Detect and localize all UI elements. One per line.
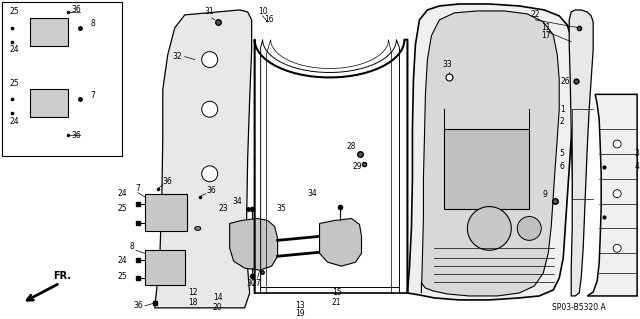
- Text: 2: 2: [560, 117, 564, 126]
- Text: 34: 34: [233, 197, 243, 206]
- Text: 29: 29: [353, 162, 362, 171]
- Text: 27: 27: [252, 278, 262, 287]
- Text: 4: 4: [635, 162, 639, 171]
- Text: 36: 36: [207, 186, 216, 195]
- Text: FR.: FR.: [53, 271, 71, 281]
- Circle shape: [467, 207, 511, 250]
- Text: 6: 6: [560, 162, 564, 171]
- Text: 7: 7: [90, 91, 95, 100]
- Text: 22: 22: [531, 11, 540, 19]
- Text: 19: 19: [295, 309, 305, 318]
- Circle shape: [202, 52, 218, 68]
- FancyBboxPatch shape: [145, 250, 185, 285]
- Text: 34: 34: [308, 189, 317, 198]
- Text: 25: 25: [9, 7, 19, 16]
- Polygon shape: [569, 10, 593, 296]
- Text: 30: 30: [247, 278, 257, 287]
- Text: 26: 26: [561, 77, 570, 86]
- Polygon shape: [421, 11, 559, 296]
- Text: 8: 8: [90, 19, 95, 28]
- Text: 17: 17: [541, 31, 551, 40]
- Circle shape: [202, 166, 218, 182]
- Polygon shape: [587, 94, 637, 296]
- Text: 36: 36: [133, 301, 143, 310]
- Text: 25: 25: [9, 79, 19, 88]
- Text: 24: 24: [9, 45, 19, 54]
- Text: 36: 36: [71, 5, 81, 14]
- Bar: [2, 2, 122, 156]
- Text: 9: 9: [543, 190, 548, 199]
- Text: 24: 24: [117, 189, 127, 198]
- FancyBboxPatch shape: [30, 89, 68, 117]
- Text: 28: 28: [347, 143, 356, 152]
- Text: 20: 20: [213, 303, 223, 312]
- Polygon shape: [319, 219, 362, 266]
- Text: 36: 36: [71, 130, 81, 140]
- Text: 14: 14: [213, 293, 223, 302]
- FancyBboxPatch shape: [30, 18, 68, 46]
- Text: 18: 18: [188, 298, 198, 308]
- Text: 12: 12: [188, 288, 198, 298]
- Text: 13: 13: [295, 301, 305, 310]
- Text: 25: 25: [117, 271, 127, 281]
- Text: 5: 5: [560, 149, 564, 159]
- Text: 31: 31: [205, 7, 214, 16]
- Text: 10: 10: [258, 7, 268, 16]
- Text: 24: 24: [9, 117, 19, 126]
- Circle shape: [613, 244, 621, 252]
- Text: 25: 25: [117, 204, 127, 213]
- Text: 7: 7: [136, 184, 140, 193]
- Circle shape: [202, 101, 218, 117]
- Polygon shape: [155, 10, 252, 308]
- Text: 35: 35: [276, 204, 287, 213]
- Text: 3: 3: [635, 149, 639, 159]
- Circle shape: [517, 217, 541, 240]
- Text: 23: 23: [219, 204, 228, 213]
- Ellipse shape: [195, 226, 201, 230]
- Text: 32: 32: [172, 52, 182, 61]
- Bar: [444, 129, 529, 209]
- FancyBboxPatch shape: [145, 194, 187, 231]
- Text: 33: 33: [442, 60, 452, 69]
- Text: 24: 24: [117, 256, 127, 265]
- Circle shape: [613, 140, 621, 148]
- Circle shape: [613, 190, 621, 198]
- Polygon shape: [408, 4, 574, 300]
- Text: 8: 8: [129, 242, 134, 251]
- Polygon shape: [230, 219, 278, 270]
- Text: 36: 36: [163, 177, 173, 186]
- Text: 1: 1: [560, 105, 564, 114]
- Text: 11: 11: [541, 23, 551, 32]
- Text: 15: 15: [332, 288, 341, 298]
- Text: 16: 16: [264, 15, 273, 24]
- Text: 21: 21: [332, 298, 341, 308]
- Text: SP03-B5320 A: SP03-B5320 A: [552, 303, 606, 312]
